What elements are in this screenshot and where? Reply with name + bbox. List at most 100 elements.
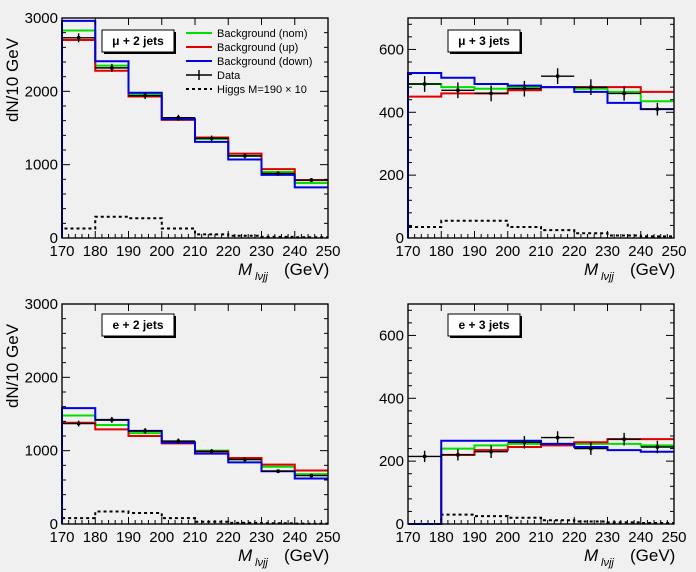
data-point: [210, 136, 214, 140]
panel-e-2jets: 170 180 190 200 210 220 230 240 250 0 1000 2000 3000…: [3, 296, 341, 569]
data-point: [423, 82, 427, 86]
x-tick-label: 240: [282, 243, 307, 260]
x-tick-label: 180: [83, 529, 108, 546]
channel-label: e + 3 jets: [458, 318, 509, 332]
panel-e-3jets: 170 180 190 200 210 220 230 240 250 0 200 400 600 M lν…: [379, 303, 687, 569]
x-axis-label-subscript: lνjj: [255, 557, 268, 569]
x-tick-label: 210: [528, 243, 553, 260]
y-tick-label: 3000: [25, 10, 58, 27]
x-tick-label: 250: [661, 243, 686, 260]
x-tick-label: 170: [395, 243, 420, 260]
y-tick-label: 2000: [25, 369, 58, 386]
data-point: [276, 171, 280, 176]
x-tick-label: 180: [429, 529, 454, 546]
data-point: [622, 437, 626, 441]
x-tick-label: 220: [562, 529, 587, 546]
data-point: [556, 74, 560, 78]
x-tick-label: 190: [116, 243, 141, 260]
y-tick-label: 400: [379, 390, 404, 407]
y-tick-label: 2000: [25, 83, 58, 100]
x-axis-unit: (GeV): [284, 546, 329, 565]
x-tick-label: 230: [249, 529, 274, 546]
x-tick-label: 240: [628, 529, 653, 546]
x-tick-label: 210: [182, 529, 207, 546]
x-tick-label: 240: [282, 529, 307, 546]
data-point: [110, 418, 114, 422]
channel-label: μ + 3 jets: [458, 34, 510, 48]
x-tick-label: 230: [595, 529, 620, 546]
data-point: [655, 445, 659, 449]
data-point: [243, 154, 247, 158]
data-point: [423, 454, 427, 459]
x-tick-label: 240: [628, 243, 653, 260]
y-tick-label: 0: [396, 230, 404, 247]
x-tick-label: 220: [216, 529, 241, 546]
x-axis-unit: (GeV): [284, 260, 329, 279]
x-tick-label: 230: [249, 243, 274, 260]
data-point: [522, 87, 526, 91]
x-axis-unit: (GeV): [630, 260, 675, 279]
x-tick-label: 180: [429, 243, 454, 260]
y-tick-label: 400: [379, 104, 404, 121]
series-higgs-line: [407, 219, 674, 238]
data-point: [622, 91, 626, 96]
y-tick-label: 0: [50, 516, 58, 533]
data-point: [77, 36, 81, 40]
series-higgs-line: [61, 215, 328, 239]
data-point: [655, 107, 659, 111]
y-axis-label: dN/10 GeV: [3, 37, 22, 122]
x-tick-label: 190: [116, 529, 141, 546]
y-tick-label: 3000: [25, 296, 58, 313]
legend-nom-label: Background (nom): [217, 28, 308, 40]
y-tick-label: 600: [379, 41, 404, 58]
panel-mu-2jets: 170 180 190 200 210 220 230 240 250 0 1000 2000 3000…: [3, 10, 341, 283]
x-tick-label: 210: [182, 243, 207, 260]
x-tick-label: 250: [315, 243, 340, 260]
data-point: [456, 453, 460, 457]
x-axis-unit: (GeV): [630, 546, 675, 565]
data-point: [143, 94, 147, 98]
x-axis-label: M: [584, 546, 599, 565]
x-tick-label: 200: [149, 243, 174, 260]
x-tick-label: 180: [83, 243, 108, 260]
data-point: [176, 116, 180, 120]
x-tick-label: 220: [216, 243, 241, 260]
x-tick-label: 170: [395, 529, 420, 546]
y-tick-label: 200: [379, 167, 404, 184]
x-axis-label: M: [238, 546, 253, 565]
legend-higgs-label: Higgs M=190 × 10: [217, 84, 307, 96]
x-tick-label: 250: [661, 529, 686, 546]
data-point: [456, 88, 460, 92]
channel-label-box: [447, 29, 521, 53]
x-tick-label: 220: [562, 243, 587, 260]
x-tick-label: 230: [595, 243, 620, 260]
x-tick-label: 190: [462, 529, 487, 546]
y-tick-label: 0: [396, 516, 404, 533]
data-point: [589, 85, 593, 89]
x-tick-label: 250: [315, 529, 340, 546]
data-point: [210, 449, 214, 453]
channel-label-box: [101, 313, 175, 337]
channel-label-box: [447, 313, 521, 337]
x-axis-label-subscript: lνjj: [255, 271, 268, 283]
data-point: [276, 469, 280, 473]
x-axis-label: M: [238, 260, 253, 279]
channel-label-box: [101, 29, 175, 53]
data-point: [176, 439, 180, 443]
channel-label: μ + 2 jets: [112, 34, 164, 48]
x-tick-label: 210: [528, 529, 553, 546]
data-point: [589, 446, 593, 451]
x-tick-label: 190: [462, 243, 487, 260]
channel-label: e + 2 jets: [112, 318, 163, 332]
data-point: [243, 457, 247, 462]
data-point: [522, 440, 526, 444]
x-tick-label: 200: [149, 529, 174, 546]
data-point: [489, 91, 493, 96]
y-tick-label: 600: [379, 327, 404, 344]
x-tick-label: 170: [49, 529, 74, 546]
y-tick-label: 1000: [25, 443, 58, 460]
x-axis-label: M: [584, 260, 599, 279]
data-point: [309, 178, 313, 182]
y-axis-label: dN/10 GeV: [3, 323, 22, 408]
